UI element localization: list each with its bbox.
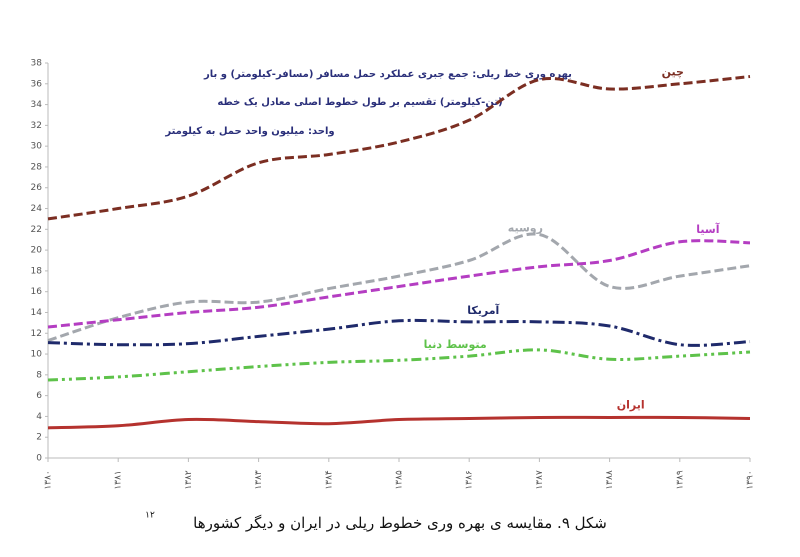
y-tick-label: 34 — [31, 100, 43, 110]
caption-note: ۱۲ — [145, 511, 155, 521]
x-tick-label: ۱۳۸۷ — [535, 470, 545, 490]
y-tick-label: 14 — [31, 308, 43, 318]
series-label: چین — [662, 65, 684, 78]
x-tick-label: ۱۳۸۹ — [675, 470, 685, 490]
series-line — [47, 415, 751, 430]
series-label: آسیا — [696, 222, 719, 236]
annotation: (تن-کیلومتر) تقسیم بر طول خطوط اصلی معاد… — [217, 97, 502, 108]
series-line — [47, 239, 751, 329]
x-tick-label: ۱۳۸۲ — [184, 470, 194, 490]
y-tick-label: 38 — [31, 59, 43, 69]
y-tick-label: 2 — [36, 433, 42, 443]
y-tick-label: 6 — [36, 391, 42, 401]
x-tick-label: ۱۳۸۶ — [465, 470, 475, 490]
y-tick-label: 22 — [31, 225, 42, 235]
y-tick-label: 30 — [31, 142, 43, 152]
y-tick-label: 36 — [31, 79, 43, 89]
series-line — [47, 75, 751, 221]
y-tick-label: 4 — [36, 412, 42, 422]
x-tick-label: ۱۳۸۸ — [605, 470, 615, 490]
caption: شکل ۹. مقایسه ی بهره وری خطوط ریلی در ای… — [193, 514, 607, 532]
y-tick-label: 20 — [31, 246, 43, 256]
series-label: متوسط دنیا — [424, 338, 487, 351]
y-tick-label: 10 — [31, 350, 43, 360]
series-label: ایران — [617, 398, 645, 411]
annotation: بهره وری خط ریلی: جمع جبری عملکرد حمل مس… — [203, 69, 572, 80]
x-tick-label: ۱۳۸۱ — [114, 470, 124, 489]
x-tick-label: ۱۳۹۰ — [746, 470, 756, 489]
y-tick-label: 24 — [31, 204, 43, 214]
y-tick-label: 18 — [31, 266, 43, 276]
series-line — [47, 232, 751, 342]
series-line — [47, 318, 751, 347]
series-label: آمریکا — [467, 303, 499, 317]
y-tick-label: 28 — [31, 162, 43, 172]
y-tick-label: 8 — [36, 370, 42, 380]
series-label: روسیه — [508, 222, 543, 235]
x-tick-label: ۱۳۸۳ — [254, 470, 264, 490]
x-tick-label: ۱۳۸۴ — [324, 470, 334, 490]
x-tick-label: ۱۳۸۰ — [44, 470, 54, 489]
x-tick-label: ۱۳۸۵ — [395, 470, 405, 490]
y-tick-label: 16 — [31, 287, 43, 297]
y-tick-label: 0 — [36, 454, 42, 464]
y-tick-label: 26 — [31, 183, 43, 193]
annotation: واحد: میلیون واحد حمل به کیلومتر — [164, 126, 334, 137]
series-line — [47, 348, 751, 382]
y-tick-label: 12 — [31, 329, 42, 339]
y-tick-label: 32 — [31, 121, 42, 131]
